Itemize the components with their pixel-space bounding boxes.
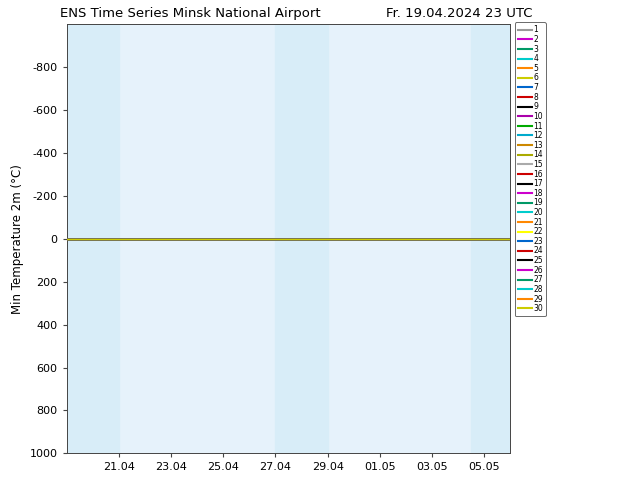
Text: ENS Time Series Minsk National Airport: ENS Time Series Minsk National Airport bbox=[60, 7, 321, 21]
Bar bbox=[471, 24, 510, 453]
Legend: 1, 2, 3, 4, 5, 6, 7, 8, 9, 10, 11, 12, 13, 14, 15, 16, 17, 18, 19, 20, 21, 22, 2: 1, 2, 3, 4, 5, 6, 7, 8, 9, 10, 11, 12, 1… bbox=[515, 23, 546, 316]
Text: Fr. 19.04.2024 23 UTC: Fr. 19.04.2024 23 UTC bbox=[386, 7, 533, 21]
Y-axis label: Min Temperature 2m (°C): Min Temperature 2m (°C) bbox=[11, 164, 24, 314]
Bar bbox=[67, 24, 119, 453]
Bar bbox=[275, 24, 328, 453]
